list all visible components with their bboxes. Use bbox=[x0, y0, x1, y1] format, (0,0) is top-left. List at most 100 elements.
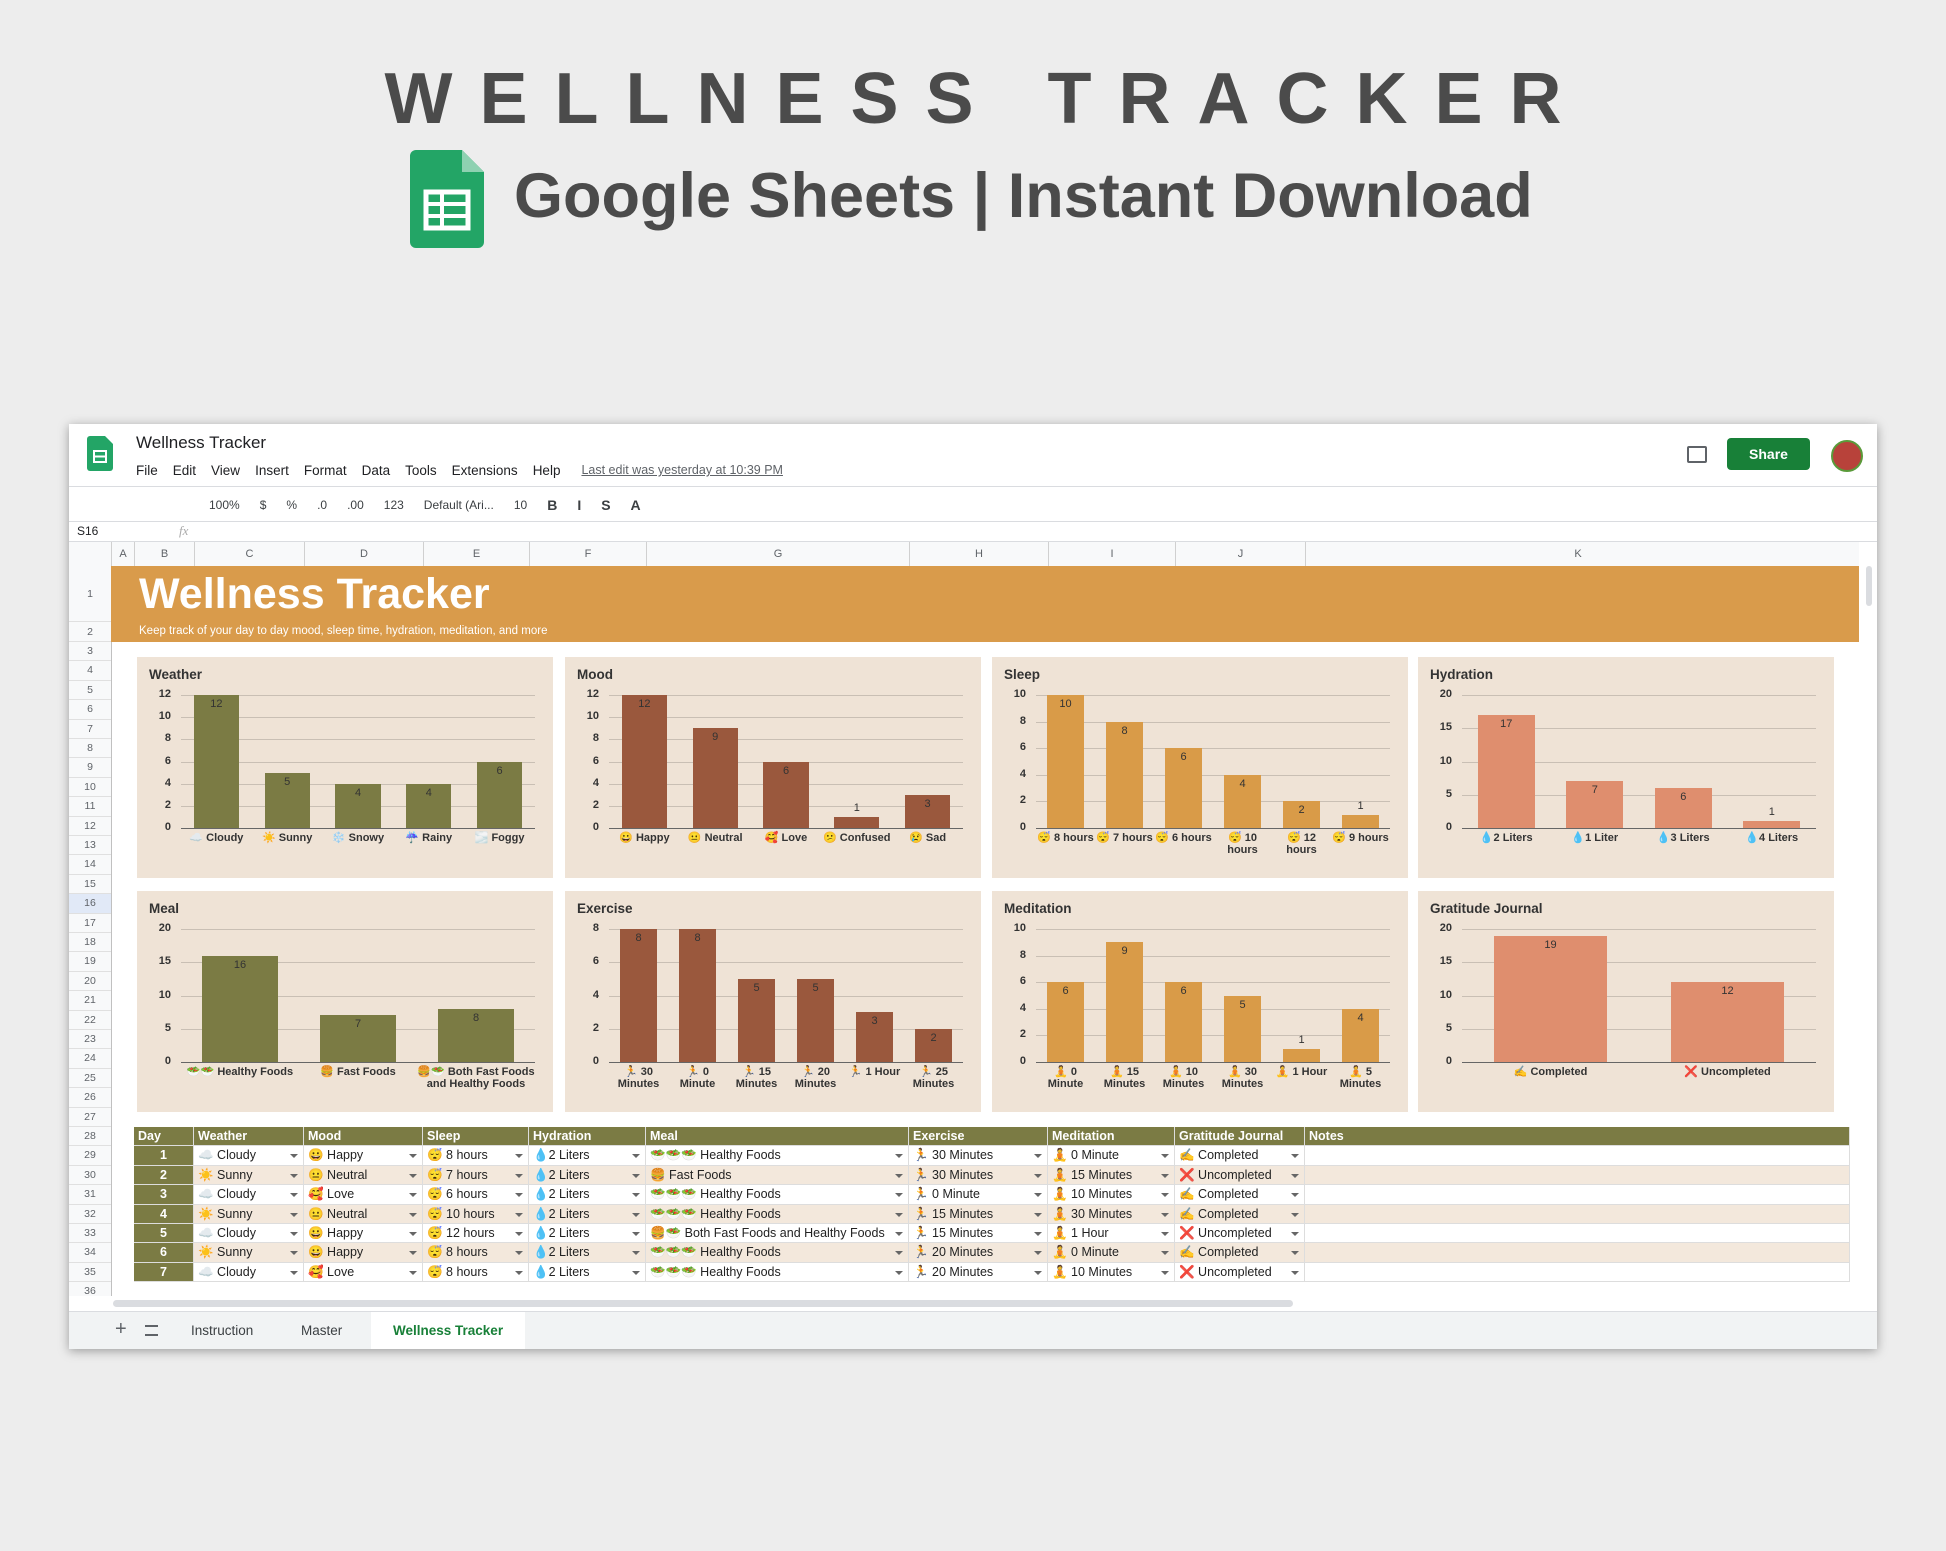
table-cell[interactable]: ✍️ Completed bbox=[1175, 1243, 1305, 1263]
dropdown-arrow[interactable] bbox=[632, 1232, 640, 1236]
dropdown-arrow[interactable] bbox=[1291, 1193, 1299, 1198]
dropdown-arrow[interactable] bbox=[1291, 1212, 1299, 1217]
row-number[interactable]: 30 bbox=[69, 1166, 111, 1186]
dropdown-arrow[interactable] bbox=[1034, 1270, 1042, 1275]
table-cell[interactable]: ☀️ Sunny bbox=[194, 1165, 304, 1186]
avatar[interactable] bbox=[1831, 440, 1863, 472]
table-cell[interactable]: 🥗🥗🥗 Healthy Foods bbox=[646, 1262, 909, 1283]
table-cell[interactable]: 🏃 0 Minute bbox=[909, 1185, 1048, 1205]
table-cell[interactable]: 🏃 15 Minutes bbox=[909, 1224, 1048, 1244]
row-number[interactable]: 6 bbox=[69, 700, 111, 720]
dropdown-arrow[interactable] bbox=[515, 1154, 523, 1159]
column-letter[interactable]: B bbox=[134, 542, 194, 566]
dropdown-arrow[interactable] bbox=[632, 1212, 640, 1217]
table-cell[interactable]: 😀 Happy bbox=[304, 1243, 423, 1263]
row-number[interactable]: 19 bbox=[69, 952, 111, 972]
table-cell[interactable]: 🏃 20 Minutes bbox=[909, 1243, 1048, 1263]
dropdown-arrow[interactable] bbox=[632, 1173, 640, 1178]
row-number[interactable]: 5 bbox=[69, 681, 111, 701]
menu-item[interactable]: File bbox=[136, 462, 158, 478]
row-number[interactable]: 10 bbox=[69, 778, 111, 798]
row-number[interactable]: 15 bbox=[69, 875, 111, 895]
dropdown-arrow[interactable] bbox=[409, 1173, 417, 1178]
table-cell[interactable]: 🏃 15 Minutes bbox=[909, 1204, 1048, 1224]
menu-item[interactable]: Help bbox=[532, 462, 561, 478]
table-cell[interactable]: 🥰 Love bbox=[304, 1262, 423, 1283]
column-letter[interactable]: G bbox=[646, 542, 909, 566]
dropdown-arrow[interactable] bbox=[409, 1212, 417, 1217]
table-cell[interactable]: 💧2 Liters bbox=[529, 1204, 646, 1224]
toolbar-item[interactable]: $ bbox=[259, 498, 267, 512]
menu-item[interactable]: Data bbox=[361, 462, 391, 478]
all-sheets[interactable] bbox=[145, 1325, 158, 1336]
table-cell[interactable]: 😴 6 hours bbox=[423, 1185, 529, 1205]
row-number[interactable]: 23 bbox=[69, 1030, 111, 1050]
toolbar-item[interactable]: A bbox=[630, 497, 641, 513]
menu-item[interactable]: Format bbox=[303, 462, 347, 478]
menu-item[interactable]: View bbox=[211, 462, 241, 478]
column-letter[interactable]: E bbox=[423, 542, 529, 566]
dropdown-arrow[interactable] bbox=[290, 1232, 298, 1236]
column-letter[interactable]: K bbox=[1305, 542, 1850, 566]
table-cell[interactable]: ☁️ Cloudy bbox=[194, 1262, 304, 1283]
table-cell[interactable]: 🥗🥗🥗 Healthy Foods bbox=[646, 1204, 909, 1224]
table-cell[interactable]: 🥗🥗🥗 Healthy Foods bbox=[646, 1243, 909, 1263]
row-number[interactable]: 22 bbox=[69, 1011, 111, 1030]
table-cell[interactable]: 🧘 30 Minutes bbox=[1048, 1204, 1175, 1224]
row-number[interactable]: 35 bbox=[69, 1263, 111, 1283]
dropdown-arrow[interactable] bbox=[515, 1212, 523, 1217]
dropdown-arrow[interactable] bbox=[515, 1173, 523, 1178]
row-number[interactable]: 1 bbox=[69, 566, 111, 622]
row-number[interactable]: 2 bbox=[69, 622, 111, 642]
dropdown-arrow[interactable] bbox=[290, 1154, 298, 1159]
v-scrollbar[interactable] bbox=[1866, 566, 1872, 606]
dropdown-arrow[interactable] bbox=[895, 1232, 903, 1236]
table-cell[interactable]: ❌ Uncompleted bbox=[1175, 1224, 1305, 1244]
dropdown-arrow[interactable] bbox=[515, 1251, 523, 1256]
dropdown-arrow[interactable] bbox=[1291, 1251, 1299, 1256]
table-cell[interactable]: 💧2 Liters bbox=[529, 1243, 646, 1263]
dropdown-arrow[interactable] bbox=[1161, 1251, 1169, 1256]
h-scrollbar[interactable] bbox=[113, 1300, 1293, 1307]
column-letter[interactable]: F bbox=[529, 542, 646, 566]
dropdown-arrow[interactable] bbox=[632, 1193, 640, 1198]
row-number[interactable]: 20 bbox=[69, 972, 111, 992]
toolbar-item[interactable]: B bbox=[547, 497, 558, 513]
dropdown-arrow[interactable] bbox=[1034, 1232, 1042, 1236]
row-number[interactable]: 29 bbox=[69, 1146, 111, 1166]
dropdown-arrow[interactable] bbox=[1291, 1270, 1299, 1275]
table-cell[interactable]: ✍️ Completed bbox=[1175, 1204, 1305, 1224]
toolbar-item[interactable]: S bbox=[601, 497, 611, 513]
comments-icon[interactable] bbox=[1687, 446, 1707, 463]
table-cell[interactable]: 🏃 30 Minutes bbox=[909, 1165, 1048, 1186]
table-cell[interactable]: ☁️ Cloudy bbox=[194, 1146, 304, 1166]
row-number[interactable]: 7 bbox=[69, 720, 111, 739]
name-box[interactable]: S16 bbox=[77, 524, 99, 538]
dropdown-arrow[interactable] bbox=[1034, 1212, 1042, 1217]
dropdown-arrow[interactable] bbox=[290, 1251, 298, 1256]
table-cell[interactable]: 💧2 Liters bbox=[529, 1185, 646, 1205]
dropdown-arrow[interactable] bbox=[895, 1173, 903, 1178]
table-cell[interactable]: 🧘 1 Hour bbox=[1048, 1224, 1175, 1244]
menu-item[interactable]: Edit bbox=[172, 462, 197, 478]
table-cell[interactable]: 😴 12 hours bbox=[423, 1224, 529, 1244]
row-number[interactable]: 3 bbox=[69, 642, 111, 662]
menu-item[interactable]: Extensions bbox=[451, 462, 518, 478]
table-cell[interactable]: ☁️ Cloudy bbox=[194, 1185, 304, 1205]
table-cell[interactable]: ☀️ Sunny bbox=[194, 1204, 304, 1224]
dropdown-arrow[interactable] bbox=[895, 1154, 903, 1159]
toolbar-item[interactable]: Default (Ari... bbox=[423, 498, 494, 512]
row-number[interactable]: 21 bbox=[69, 991, 111, 1011]
dropdown-arrow[interactable] bbox=[409, 1193, 417, 1198]
toolbar-item[interactable]: .0 bbox=[317, 498, 328, 512]
row-number[interactable]: 32 bbox=[69, 1205, 111, 1224]
row-number[interactable]: 27 bbox=[69, 1108, 111, 1127]
row-number[interactable]: 34 bbox=[69, 1243, 111, 1263]
table-cell[interactable]: 😴 8 hours bbox=[423, 1243, 529, 1263]
table-cell[interactable]: 🏃 30 Minutes bbox=[909, 1146, 1048, 1166]
dropdown-arrow[interactable] bbox=[515, 1232, 523, 1236]
table-cell[interactable]: 🧘 15 Minutes bbox=[1048, 1165, 1175, 1186]
dropdown-arrow[interactable] bbox=[1034, 1251, 1042, 1256]
row-number[interactable]: 31 bbox=[69, 1185, 111, 1205]
toolbar-item[interactable]: 10 bbox=[513, 498, 528, 512]
